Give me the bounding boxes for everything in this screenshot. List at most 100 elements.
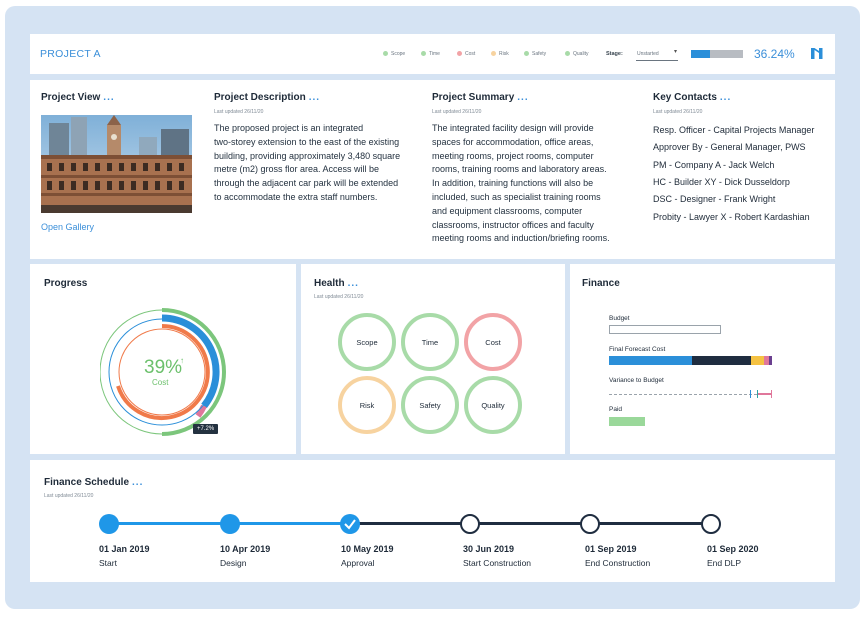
project-summary-title-text: Project Summary xyxy=(432,92,515,103)
legend-time-label: Time xyxy=(429,51,440,57)
summary-line: In addition, training functions will als… xyxy=(432,178,594,189)
legend-risk: Risk xyxy=(491,51,509,57)
timeline-line-pending xyxy=(350,522,711,525)
brand-logo-icon xyxy=(810,47,824,60)
variance-label: Variance to Budget xyxy=(609,377,664,384)
summary-line: rooms, training rooms and laboratory are… xyxy=(432,164,607,175)
project-description-updated: Last updated 26/11/20 xyxy=(214,109,264,115)
project-progress-fill xyxy=(691,50,710,58)
summary-line: meeting rooms and induction/briefing roo… xyxy=(432,233,610,244)
schedule-menu[interactable]: ... xyxy=(132,477,144,488)
health-menu[interactable]: ... xyxy=(347,278,359,289)
project-description-text: The proposed project is an integrated tw… xyxy=(214,122,414,205)
contact-item: DSC - Designer - Frank Wright xyxy=(653,194,776,204)
key-contacts-menu[interactable]: ... xyxy=(719,92,732,103)
project-view-title: Project View... xyxy=(41,92,115,103)
milestone-label: End DLP xyxy=(707,558,742,568)
summary-line: classrooms, instructor offices and facul… xyxy=(432,219,594,230)
health-time-label: Time xyxy=(421,337,439,347)
health-cost[interactable]: Cost xyxy=(464,313,522,371)
progress-risk-arc xyxy=(195,404,207,418)
health-quality-label: Quality xyxy=(481,400,505,410)
trend-up-icon: ↑ xyxy=(180,356,184,365)
summary-line: included, such as specialist training ro… xyxy=(432,191,601,202)
contact-item: Probity - Lawyer X - Robert Kardashian xyxy=(653,212,810,222)
forecast-label: Final Forecast Cost xyxy=(609,346,666,353)
variance-marker-gold xyxy=(757,390,758,398)
progress-ring-chart xyxy=(99,306,230,440)
schedule-updated: Last updated 26/11/20 xyxy=(44,493,94,499)
progress-percent: 39% xyxy=(144,357,183,378)
progress-outer-arc xyxy=(161,308,226,436)
milestone-date: 10 Apr 2019 xyxy=(220,544,271,554)
progress-badge: +7.2% xyxy=(193,424,219,434)
description-line: two-storey extension to the east of the … xyxy=(214,136,400,147)
health-scope[interactable]: Scope xyxy=(338,313,396,371)
progress-cost-arc xyxy=(161,314,220,409)
variance-marker-blue xyxy=(750,390,751,398)
description-line: through the adjacent car park will be ex… xyxy=(214,178,399,189)
forecast-segment xyxy=(750,356,764,365)
chevron-down-icon: ▾ xyxy=(673,49,677,55)
legend-safety-dot xyxy=(524,51,529,56)
schedule-title-text: Finance Schedule xyxy=(44,477,130,488)
description-line: metre (m2) gross flor area. Access will … xyxy=(214,164,380,175)
health-risk[interactable]: Risk xyxy=(338,376,396,434)
legend-risk-label: Risk xyxy=(499,51,509,57)
variance-marker-end xyxy=(771,390,772,398)
description-line: building, providing approximately 3,480 … xyxy=(214,150,401,161)
health-time[interactable]: Time xyxy=(401,313,459,371)
project-view-title-text: Project View xyxy=(41,92,101,103)
project-summary-title: Project Summary... xyxy=(432,92,529,103)
key-contacts-title-text: Key Contacts xyxy=(653,92,717,103)
legend-scope-label: Scope xyxy=(391,51,406,57)
milestone-start[interactable] xyxy=(99,514,119,534)
project-view-menu[interactable]: ... xyxy=(103,92,115,103)
legend-scope: Scope xyxy=(383,51,405,57)
project-photo xyxy=(41,115,192,213)
milestone-end-dlp[interactable] xyxy=(701,514,721,534)
legend-time: Time xyxy=(421,51,440,57)
milestone-end-construction[interactable] xyxy=(580,514,600,534)
milestone-approval[interactable] xyxy=(340,514,360,534)
milestone-date: 10 May 2019 xyxy=(341,544,394,554)
finance-title: Finance xyxy=(582,278,620,289)
key-contacts-title: Key Contacts... xyxy=(653,92,731,103)
project-title: PROJECT A xyxy=(40,48,101,60)
project-progress-percent: 36.24% xyxy=(754,47,795,61)
legend-cost-dot xyxy=(457,51,462,56)
open-gallery-link[interactable]: Open Gallery xyxy=(41,222,95,232)
health-title: Health... xyxy=(314,278,359,289)
legend-safety-label: Safety xyxy=(532,51,547,57)
description-line: The proposed project is an integrated xyxy=(214,123,364,133)
contact-item: Resp. Officer - Capital Projects Manager xyxy=(653,125,815,135)
legend-cost-label: Cost xyxy=(465,51,476,57)
milestone-label: End Construction xyxy=(585,558,651,568)
contact-item: Approver By - General Manager, PWS xyxy=(653,142,806,152)
schedule-card xyxy=(30,460,835,582)
progress-card xyxy=(30,264,296,454)
health-risk-label: Risk xyxy=(359,400,375,410)
legend-risk-dot xyxy=(491,51,496,56)
project-summary-menu[interactable]: ... xyxy=(517,92,529,103)
progress-orange-arc xyxy=(116,324,210,420)
project-summary-text: The integrated facility design will prov… xyxy=(432,122,632,246)
progress-blue-ring xyxy=(108,318,216,426)
stage-select[interactable]: Unstarted ▾ xyxy=(636,46,678,61)
progress-title: Progress xyxy=(44,278,88,289)
stage-select-value: Unstarted xyxy=(637,51,659,57)
milestone-start-construction[interactable] xyxy=(460,514,480,534)
milestone-date: 01 Sep 2020 xyxy=(707,544,759,554)
legend-quality: Quality xyxy=(565,51,589,57)
project-description-menu[interactable]: ... xyxy=(308,92,321,103)
forecast-segment xyxy=(768,356,772,365)
milestone-date: 01 Sep 2019 xyxy=(585,544,637,554)
health-scope-label: Scope xyxy=(356,337,378,347)
summary-line: The integrated facility design will prov… xyxy=(432,123,594,133)
forecast-segment xyxy=(609,356,693,365)
schedule-title: Finance Schedule... xyxy=(44,477,143,488)
milestone-design[interactable] xyxy=(220,514,240,534)
health-safety[interactable]: Safety xyxy=(401,376,459,434)
check-icon xyxy=(344,519,356,530)
health-quality[interactable]: Quality xyxy=(464,376,522,434)
